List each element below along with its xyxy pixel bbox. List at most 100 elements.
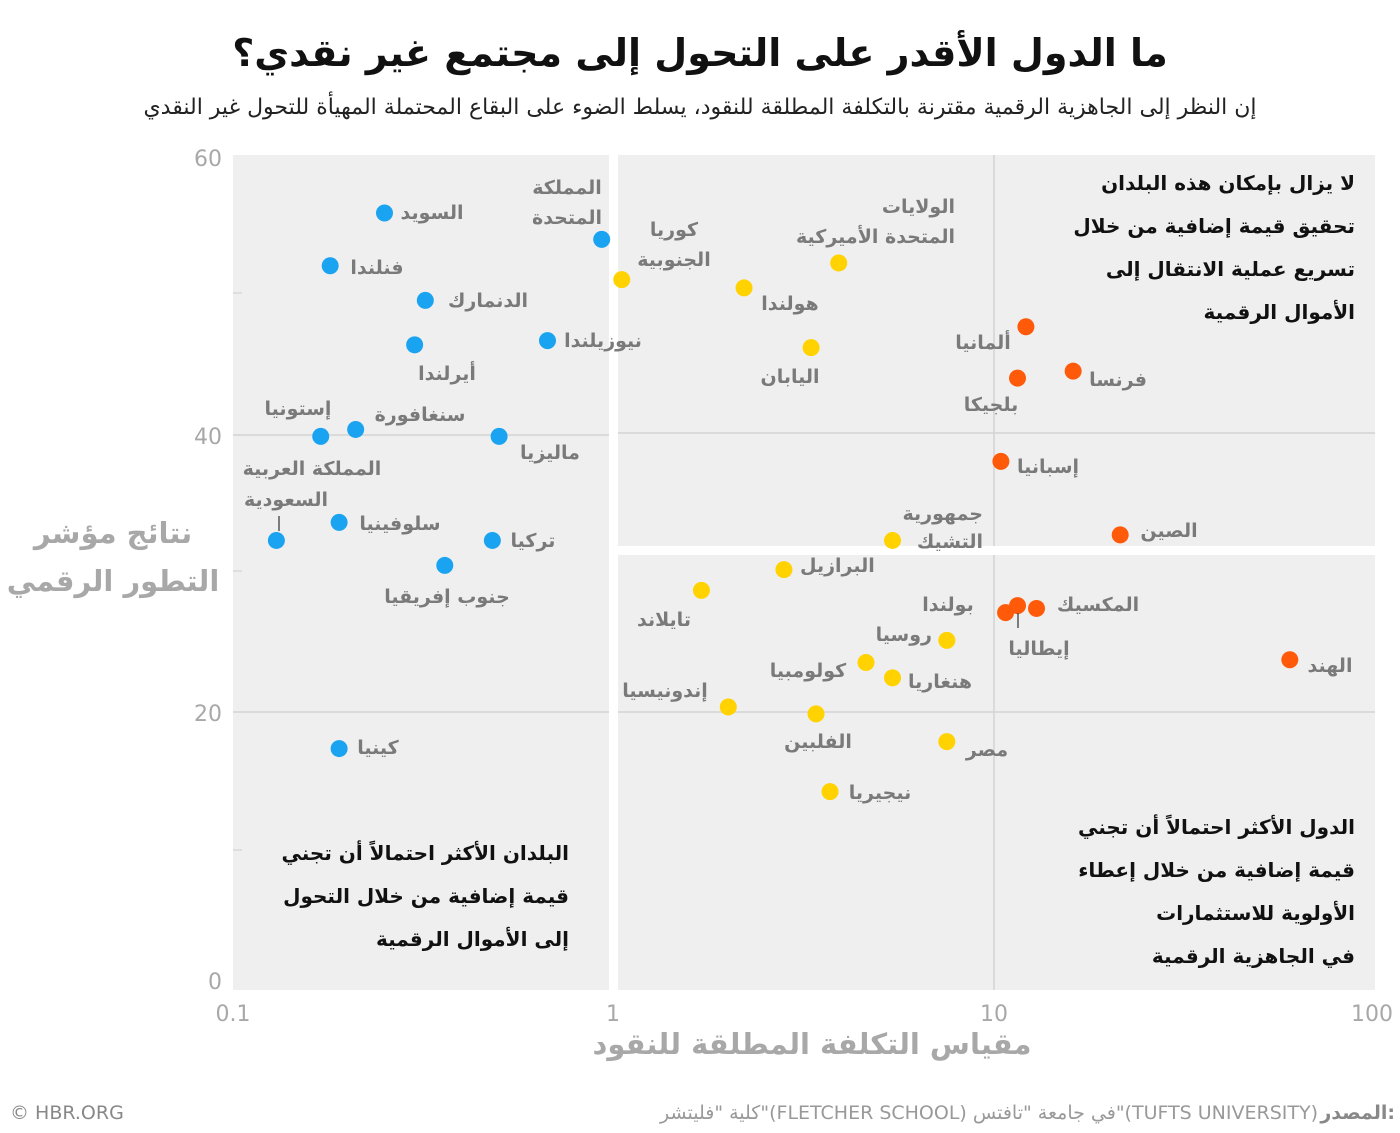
data-point <box>692 581 710 599</box>
data-point <box>1111 526 1129 544</box>
data-point <box>1064 362 1082 380</box>
point-label: اليابان <box>760 366 819 388</box>
quadrant-note-line: قيمة إضافية من خلال التحول <box>283 884 569 908</box>
point-label: جمهورية التشيك <box>903 503 983 553</box>
quadrant-note-line: تحقيق قيمة إضافية من خلال <box>1073 214 1355 238</box>
point-label: سلوفينيا <box>359 513 440 535</box>
quadrant-note-line: الأولوية للاستثمارات <box>1156 900 1355 925</box>
point-label: جنوب إفريقيا <box>384 586 510 608</box>
y-tick-label: 20 <box>194 702 222 727</box>
data-point <box>321 257 339 275</box>
point-label: تايلاند <box>637 609 691 631</box>
data-point <box>330 740 348 758</box>
point-label: إندونيسيا <box>622 680 708 702</box>
quadrant-note-line: قيمة إضافية من خلال إعطاء <box>1078 858 1355 882</box>
x-axis-title: مقياس التكلفة المطلقة للنقود <box>592 1027 1031 1061</box>
point-label: الصين <box>1140 520 1197 542</box>
data-point <box>884 531 902 549</box>
point-label: الدنمارك <box>448 290 528 312</box>
data-point <box>938 631 956 649</box>
point-label: فنلندا <box>350 257 403 279</box>
source-text: كلية "فليتشر"(FLETCHER SCHOOL) في جامعة … <box>659 1102 1318 1124</box>
data-point <box>857 654 875 672</box>
point-label: السويد <box>400 202 463 224</box>
point-label: بولندا <box>922 594 973 616</box>
quadrant-note-line: الأموال الرقمية <box>1204 299 1355 324</box>
point-label: ألمانيا <box>955 330 1011 354</box>
point-label: إيطاليا <box>1008 638 1069 660</box>
point-label: إسبانيا <box>1017 456 1079 478</box>
data-point <box>821 783 839 801</box>
data-point <box>719 698 737 716</box>
y-tick-label: 40 <box>194 425 222 450</box>
data-point <box>775 561 793 579</box>
point-label: مصر <box>965 739 1008 761</box>
x-tick-label: 1 <box>606 1002 620 1027</box>
point-label: نيجيريا <box>849 782 911 804</box>
data-point <box>312 427 330 445</box>
point-label: ماليزيا <box>520 442 580 464</box>
x-tick-label: 100 <box>1351 1002 1393 1027</box>
data-point <box>267 531 285 549</box>
data-point <box>802 339 820 357</box>
point-label: كينيا <box>357 737 399 759</box>
point-label: الفلبين <box>784 731 852 753</box>
point-label: المملكة العربية السعودية <box>243 458 382 511</box>
point-label: البرازيل <box>800 555 875 577</box>
point-label: سنغافورة <box>375 404 466 426</box>
y-axis-title: نتائج مؤشر التطور الرقمي <box>7 516 220 598</box>
quadrant-notes: لا يزال بإمكان هذه البلدان تحقيق قيمة إضا… <box>282 171 1356 969</box>
data-points: السويد فنلندا الدنمارك أيرلندا نيوزيلندا المم… <box>243 177 1353 804</box>
data-point <box>1028 599 1046 617</box>
data-point <box>992 452 1010 470</box>
quadrant-note-line: إلى الأموال الرقمية <box>376 926 569 951</box>
quadrant-note-line: في الجاهزية الرقمية <box>1152 944 1355 969</box>
data-point <box>406 336 424 354</box>
data-point <box>375 204 393 222</box>
quadrant-note-line: تسريع عملية الانتقال إلى <box>1106 257 1355 281</box>
data-point <box>830 254 848 272</box>
point-label: المملكة المتحدة <box>532 177 602 229</box>
source-label: المصدر: <box>1319 1102 1395 1124</box>
quadrant-note-line: البلدان الأكثر احتمالاً أن تجني <box>282 839 570 866</box>
chart-title: ما الدول الأقدر على التحول إلى مجتمع غير… <box>232 29 1168 76</box>
y-tick-label: 60 <box>194 147 222 172</box>
point-label: هولندا <box>761 293 818 315</box>
quadrant-note-line: لا يزال بإمكان هذه البلدان <box>1101 171 1355 195</box>
data-point <box>436 556 454 574</box>
data-point <box>1009 597 1027 615</box>
data-point <box>613 271 631 289</box>
data-point <box>735 279 753 297</box>
point-label: الهند <box>1308 655 1353 677</box>
data-point <box>807 705 825 723</box>
point-label: أيرلندا <box>418 361 476 385</box>
data-point <box>884 669 902 687</box>
chart-subtitle: إن النظر إلى الجاهزية الرقمية مقترنة بال… <box>143 91 1256 120</box>
copyright: © HBR.ORG <box>10 1102 124 1124</box>
quadrant-note-line: الدول الأكثر احتمالاً أن تجني <box>1078 813 1355 840</box>
data-point <box>1281 651 1299 669</box>
data-point <box>1017 318 1035 336</box>
data-point <box>490 427 508 445</box>
point-label: هنغاريا <box>908 671 972 693</box>
data-point <box>330 513 348 531</box>
data-point <box>593 230 611 248</box>
x-tick-label: 0.1 <box>216 1002 251 1027</box>
point-label: كولومبيا <box>770 660 847 682</box>
point-label: روسيا <box>876 624 932 646</box>
point-label: الولايات المتحدة الأميركية <box>796 196 955 248</box>
y-tick-label: 0 <box>208 970 222 995</box>
data-point <box>538 332 556 350</box>
data-point <box>416 291 434 309</box>
point-label: إستونيا <box>265 398 332 420</box>
point-label: فرنسا <box>1089 369 1147 391</box>
point-label: المكسيك <box>1057 594 1139 616</box>
x-tick-label: 10 <box>980 1002 1008 1027</box>
data-point <box>483 531 501 549</box>
point-label: تركيا <box>511 530 556 552</box>
point-label: بلجيكا <box>964 394 1019 416</box>
data-point <box>1009 369 1027 387</box>
point-label: نيوزيلندا <box>564 330 642 352</box>
point-label: كوريا الجنوبية <box>637 219 710 271</box>
